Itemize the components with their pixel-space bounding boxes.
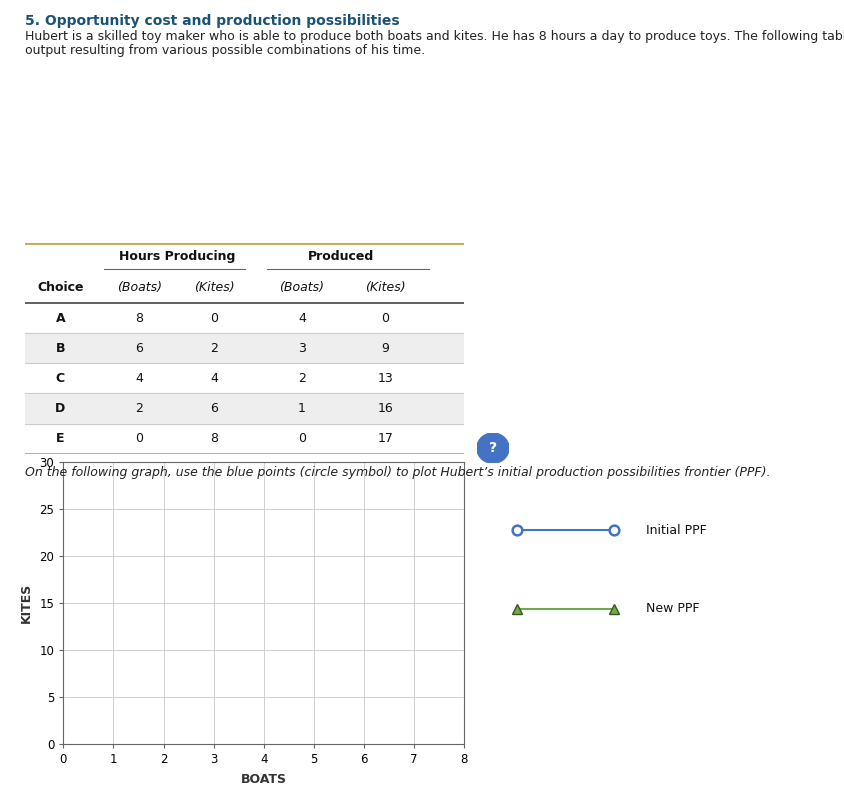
Text: 2: 2 [298,372,306,385]
Text: 4: 4 [210,372,218,385]
Text: Initial PPF: Initial PPF [646,524,706,537]
Text: 6: 6 [210,402,218,415]
Y-axis label: KITES: KITES [19,583,32,623]
Text: (Boats): (Boats) [279,282,324,295]
Text: Choice: Choice [37,282,84,295]
Text: D: D [56,402,66,415]
Text: 2: 2 [210,341,218,355]
Text: Hours Producing: Hours Producing [118,250,235,263]
Text: output resulting from various possible combinations of his time.: output resulting from various possible c… [25,44,425,57]
Text: 6: 6 [136,341,143,355]
Text: E: E [57,432,65,445]
Text: (Boats): (Boats) [117,282,162,295]
Text: (Kites): (Kites) [365,282,405,295]
Text: 16: 16 [377,402,393,415]
Text: 2: 2 [136,402,143,415]
Text: New PPF: New PPF [646,603,699,615]
Text: Produced: Produced [308,250,375,263]
Text: 0: 0 [298,432,306,445]
Text: 8: 8 [210,432,218,445]
Text: 8: 8 [135,311,143,325]
Text: 13: 13 [377,372,393,385]
Text: 4: 4 [298,311,306,325]
X-axis label: BOATS: BOATS [241,773,287,786]
Text: 17: 17 [377,432,393,445]
Text: ?: ? [489,441,497,455]
Text: Hubert is a skilled toy maker who is able to produce both boats and kites. He ha: Hubert is a skilled toy maker who is abl… [25,30,844,43]
Text: 0: 0 [135,432,143,445]
Text: 9: 9 [381,341,389,355]
Text: B: B [56,341,65,355]
Circle shape [477,433,509,463]
Text: 1: 1 [298,402,306,415]
Text: 5. Opportunity cost and production possibilities: 5. Opportunity cost and production possi… [25,14,400,29]
Text: On the following graph, use the blue points (circle symbol) to plot Hubert’s ini: On the following graph, use the blue poi… [25,466,771,478]
Text: (Kites): (Kites) [194,282,235,295]
Text: 0: 0 [381,311,389,325]
Text: 3: 3 [298,341,306,355]
Bar [25,334,464,363]
Bar [25,393,464,423]
Text: 0: 0 [210,311,218,325]
Text: A: A [56,311,65,325]
Text: C: C [56,372,65,385]
Text: 4: 4 [136,372,143,385]
